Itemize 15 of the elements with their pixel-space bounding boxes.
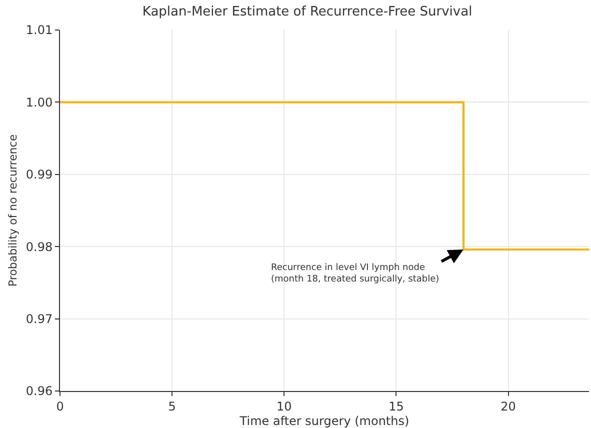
chart-title: Kaplan-Meier Estimate of Recurrence-Free Survival [142,4,472,20]
annotation: Recurrence in level VI lymph node (month 18, treated surgically, stable) [271,263,440,285]
y-tick-label: 0.99 [26,168,53,182]
x-tick-label: 0 [56,399,64,414]
x-tick-label: 15 [388,399,404,414]
x-tick-label: 20 [500,399,516,414]
y-tick-label: 0.98 [26,240,53,254]
y-tick-label: 1.00 [26,95,53,110]
y-tick-label: 0.97 [26,312,53,326]
x-axis-title: Time after surgery (months) [238,414,410,428]
x-tick-label: 5 [168,399,176,414]
y-tick-label: 0.96 [26,384,53,398]
y-tick-label: 1.01 [26,23,53,38]
y-axis-title: Probability of no recurrence [6,134,20,287]
x-tick-label: 10 [276,399,292,414]
